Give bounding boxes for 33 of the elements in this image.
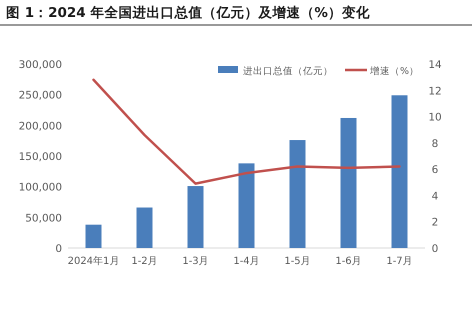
line-series bbox=[92, 78, 401, 185]
bar bbox=[340, 118, 356, 248]
x-tick-label: 1-4月 bbox=[233, 256, 260, 267]
y2-tick-label: 8 bbox=[432, 138, 438, 150]
y-tick-label: 50,000 bbox=[25, 212, 62, 224]
x-tick-label: 1-7月 bbox=[386, 256, 413, 267]
bar bbox=[86, 224, 102, 248]
x-tick-label: 1-6月 bbox=[335, 256, 362, 267]
x-tick-label: 1-2月 bbox=[131, 256, 158, 267]
y-tick-label: 0 bbox=[55, 243, 62, 255]
y2-tick-label: 10 bbox=[428, 112, 442, 124]
y-tick-label: 200,000 bbox=[18, 120, 62, 132]
y-tick-label: 100,000 bbox=[18, 182, 62, 194]
legend-label: 增速（%） bbox=[369, 65, 420, 77]
y2-tick-label: 14 bbox=[428, 59, 442, 71]
y2-tick-label: 0 bbox=[432, 243, 438, 255]
bar bbox=[188, 186, 204, 248]
x-tick-label: 2024年1月 bbox=[68, 255, 120, 267]
x-tick-label: 1-3月 bbox=[182, 256, 209, 267]
x-tick-label: 1-5月 bbox=[284, 256, 311, 267]
bar bbox=[238, 163, 254, 248]
y2-tick-label: 2 bbox=[432, 216, 438, 229]
bar bbox=[392, 95, 408, 248]
legend-label: 进出口总值（亿元） bbox=[243, 65, 333, 77]
y2-tick-label: 6 bbox=[432, 164, 439, 176]
bar bbox=[136, 208, 152, 248]
y-tick-label: 150,000 bbox=[18, 151, 62, 163]
y2-tick-label: 4 bbox=[432, 190, 439, 202]
y-tick-label: 300,000 bbox=[18, 59, 62, 71]
chart-title: 图 1：2024 年全国进出口总值（亿元）及增速（%）变化 bbox=[6, 4, 371, 21]
bar bbox=[290, 140, 306, 248]
y2-tick-label: 12 bbox=[428, 85, 442, 98]
y-tick-label: 250,000 bbox=[18, 90, 62, 102]
